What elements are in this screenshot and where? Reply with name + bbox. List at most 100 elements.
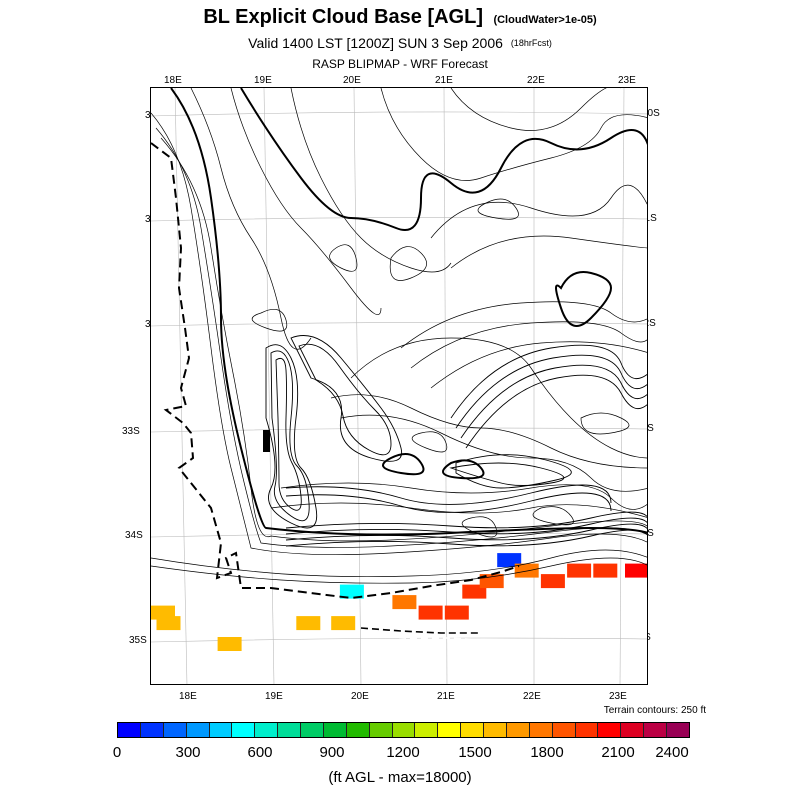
terrain-contour xyxy=(151,557,647,584)
terrain-contour xyxy=(290,88,452,273)
cloud-base-cell xyxy=(540,574,565,589)
mountain-contours xyxy=(265,335,647,547)
terrain-contour xyxy=(251,308,288,332)
color-scale-swatch xyxy=(415,723,439,737)
mountain-contour xyxy=(285,492,612,513)
color-scale-swatch xyxy=(461,723,484,737)
major-contour xyxy=(170,88,647,536)
color-scale-swatch xyxy=(529,723,553,737)
mountain-contour xyxy=(285,484,612,505)
meridian-line xyxy=(263,88,275,684)
dense-contour-block xyxy=(263,430,270,452)
terrain-contour xyxy=(380,88,647,181)
color-scale-swatch xyxy=(552,723,576,737)
color-scale-swatch xyxy=(323,723,347,737)
coastline-segment xyxy=(365,635,487,641)
left-lat-label: 34S xyxy=(125,530,143,541)
color-scale-swatch xyxy=(209,723,233,737)
terrain-contour xyxy=(430,341,647,389)
valid-time: Valid 1400 LST [1200Z] SUN 3 Sep 2006 xyxy=(248,35,503,51)
mountain-contour xyxy=(285,529,647,547)
color-scale-swatch xyxy=(438,723,462,737)
terrain-contour xyxy=(400,301,647,349)
terrain-contour xyxy=(389,246,427,281)
valid-time-row: Valid 1400 LST [1200Z] SUN 3 Sep 2006 (1… xyxy=(0,35,800,51)
top-lon-label: 23E xyxy=(618,75,636,86)
cloud-base-cell xyxy=(331,616,356,631)
bottom-lon-label: 22E xyxy=(523,691,541,702)
map-canvas xyxy=(151,88,647,684)
terrain-contour xyxy=(430,184,647,239)
color-scale-swatch xyxy=(644,723,667,737)
cloud-base-cell xyxy=(217,637,242,651)
top-lon-label: 21E xyxy=(435,75,453,86)
major-contour xyxy=(240,88,647,231)
major-contours xyxy=(170,88,647,536)
terrain-contour xyxy=(532,506,574,526)
color-scale-swatch xyxy=(118,723,141,737)
terrain-contour xyxy=(329,244,358,272)
top-lon-label: 18E xyxy=(164,75,182,86)
color-scale-swatch xyxy=(346,723,370,737)
forecast-hour: (18hrFcst) xyxy=(510,38,552,48)
right-lat-label: 30S xyxy=(642,108,660,119)
mountain-contour xyxy=(298,343,392,456)
title-qualifier: (CloudWater>1e-05) xyxy=(493,14,597,26)
mountain-contour xyxy=(270,350,310,522)
major-contour xyxy=(382,453,425,476)
scale-label: 2400 xyxy=(655,744,689,761)
cloud-base-cell xyxy=(497,553,522,568)
chart-title-row: BL Explicit Cloud Base [AGL] (CloudWater… xyxy=(0,6,800,29)
terrain-contour xyxy=(330,394,647,469)
color-scale-swatch xyxy=(186,723,210,737)
mountain-contour xyxy=(275,357,302,511)
mountain-contour xyxy=(285,511,647,529)
cloud-base-cell xyxy=(296,616,321,631)
coastline-segment xyxy=(360,627,481,634)
scale-label: 0 xyxy=(112,744,122,761)
color-scale-swatch xyxy=(232,723,256,737)
mountain-contour xyxy=(285,517,647,535)
cloud-base-cell xyxy=(567,563,592,578)
mountain-contour xyxy=(290,335,403,462)
terrain-contour xyxy=(411,431,448,453)
coastline xyxy=(151,142,520,600)
bottom-lon-label: 18E xyxy=(179,691,197,702)
mountain-contour xyxy=(450,344,647,419)
left-lat-label: 35S xyxy=(129,635,147,646)
color-scale-swatch xyxy=(255,723,279,737)
cloud-base-cell xyxy=(339,584,364,599)
terrain-contour-note: Terrain contours: 250 ft xyxy=(603,705,706,716)
color-scale-bar xyxy=(117,722,690,738)
terrain-contour xyxy=(350,337,647,459)
terrain-contour xyxy=(340,414,647,492)
terrain-contour xyxy=(461,516,498,538)
parallel-line xyxy=(151,217,647,222)
cloud-base-cells xyxy=(151,553,647,651)
terrain-contour xyxy=(230,88,382,315)
color-scale-swatch xyxy=(575,723,599,737)
mountain-contour xyxy=(455,454,572,489)
color-scale-swatch xyxy=(301,723,324,737)
terrain-contour xyxy=(151,112,647,556)
terrain-contour xyxy=(155,127,647,548)
cloud-base-cell xyxy=(593,563,618,578)
top-lon-label: 22E xyxy=(527,75,545,86)
parallel-line xyxy=(151,427,647,433)
color-scale-swatch xyxy=(369,723,393,737)
left-lat-label: 33S xyxy=(122,426,140,437)
scale-label: 900 xyxy=(319,744,345,761)
top-lon-label: 20E xyxy=(343,75,361,86)
terrain-contour xyxy=(280,482,647,510)
terrain-contour xyxy=(151,549,647,577)
major-contour xyxy=(555,271,613,327)
color-scale-swatch xyxy=(621,723,645,737)
model-byline: RASP BLIPMAP - WRF Forecast xyxy=(312,57,488,71)
scale-label: 600 xyxy=(247,744,273,761)
bottom-lon-label: 19E xyxy=(265,691,283,702)
mountain-contour xyxy=(265,344,318,529)
color-scale-swatch xyxy=(278,723,301,737)
scale-label: 2100 xyxy=(601,744,635,761)
chart-title: BL Explicit Cloud Base [AGL] xyxy=(203,6,483,28)
mountain-contour xyxy=(465,374,647,449)
